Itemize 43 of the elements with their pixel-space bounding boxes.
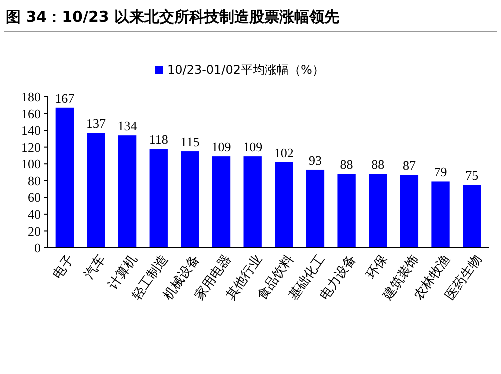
bar [118, 136, 137, 248]
bar [369, 174, 388, 248]
y-tick-label: 20 [28, 224, 41, 239]
y-tick-label: 140 [22, 123, 41, 138]
data-label: 88 [340, 157, 354, 172]
bar [306, 170, 325, 248]
y-tick-label: 0 [34, 240, 41, 256]
data-label: 109 [243, 140, 263, 155]
bar [400, 175, 419, 248]
bar [244, 156, 262, 248]
bar [87, 133, 106, 248]
y-tick-label: 40 [28, 206, 41, 222]
x-tick-label: 汽车 [82, 252, 110, 282]
y-tick-label: 60 [28, 190, 41, 206]
legend-label: 10/23-01/02平均涨幅（%） [168, 63, 324, 78]
x-tick-label: 电子 [50, 252, 78, 282]
bar [275, 162, 294, 248]
bar [150, 149, 168, 248]
bar [181, 152, 200, 248]
y-tick-label: 80 [28, 173, 41, 188]
bar [338, 174, 356, 248]
data-label: 79 [434, 164, 448, 180]
data-label: 87 [402, 158, 416, 174]
bar [432, 182, 450, 248]
bar [463, 185, 482, 248]
data-label: 134 [118, 118, 138, 134]
data-label: 109 [212, 140, 232, 155]
data-label: 75 [466, 168, 479, 184]
data-label: 118 [149, 132, 168, 148]
data-label: 137 [86, 116, 106, 132]
data-label: 115 [180, 134, 200, 150]
x-tick-label: 环保 [364, 252, 392, 282]
bar [212, 156, 231, 248]
data-label: 93 [308, 152, 322, 168]
bar [56, 108, 74, 248]
y-tick-label: 160 [22, 106, 41, 122]
y-tick-label: 120 [22, 140, 41, 155]
data-label: 102 [274, 145, 294, 160]
data-label: 88 [372, 157, 385, 172]
y-tick-label: 100 [22, 156, 41, 172]
data-label: 167 [55, 90, 76, 106]
y-tick-label: 180 [22, 90, 41, 105]
chart-title: 图 34：10/23 以来北交所科技制造股票涨幅领先 [6, 8, 340, 26]
